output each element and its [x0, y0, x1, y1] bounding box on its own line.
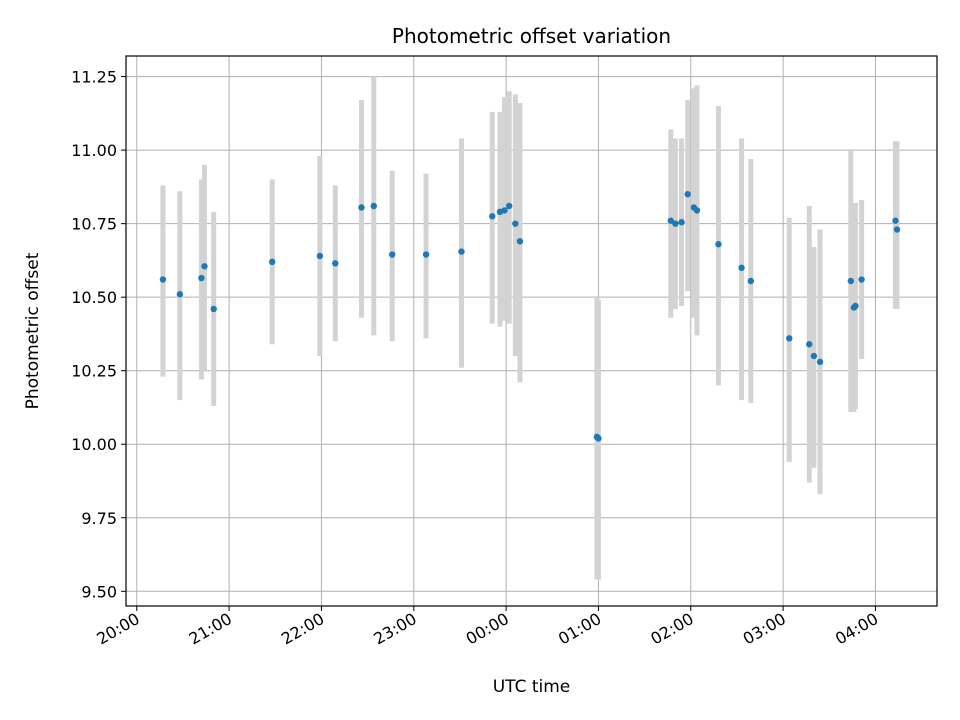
data-point [738, 264, 745, 271]
data-point [268, 258, 276, 266]
data-point [316, 252, 324, 260]
data-point [806, 341, 813, 348]
data-point [501, 207, 508, 214]
y-tick-label: 11.25 [71, 68, 117, 87]
data-point [422, 251, 430, 258]
data-point [810, 352, 818, 360]
chart-title: Photometric offset variation [392, 24, 671, 48]
y-tick-label: 9.50 [81, 582, 117, 601]
y-tick-label: 9.75 [81, 509, 117, 528]
data-point [458, 248, 465, 255]
plot-frame [125, 55, 938, 607]
data-point [370, 202, 377, 210]
data-point [693, 207, 701, 214]
y-axis: 9.50 9.75 10.00 10.25 10.50 10.75 11.00 11.25 [71, 68, 126, 601]
data-point [389, 251, 396, 258]
x-axis-label: UTC time [493, 677, 571, 697]
data-point [358, 204, 365, 211]
data-point [852, 302, 859, 310]
data-points [159, 191, 901, 442]
data-point [816, 358, 824, 366]
data-point [595, 435, 602, 442]
y-axis-label: Photometric offset [23, 252, 43, 409]
grid [126, 56, 937, 606]
data-point [332, 260, 339, 267]
y-tick-label: 10.50 [71, 288, 117, 307]
data-point [684, 191, 691, 198]
data-point [201, 263, 208, 270]
data-point [159, 276, 167, 283]
data-point [505, 202, 513, 210]
data-point [893, 226, 901, 233]
y-tick-label: 11.00 [71, 141, 117, 160]
data-point [747, 277, 754, 285]
data-point [176, 291, 184, 298]
data-point [489, 213, 496, 220]
data-point [715, 241, 722, 248]
data-point [516, 238, 524, 245]
data-point [858, 276, 865, 283]
data-point [210, 305, 217, 313]
data-point [678, 218, 685, 226]
data-point [672, 220, 679, 227]
y-tick-label: 10.00 [71, 435, 117, 454]
data-point [512, 220, 519, 227]
data-point [892, 217, 899, 224]
y-tick-label: 10.25 [71, 362, 117, 381]
y-tick-label: 10.75 [71, 215, 117, 234]
data-point [847, 277, 855, 285]
data-point [786, 335, 793, 342]
data-point [198, 274, 205, 282]
data-point [667, 217, 674, 224]
